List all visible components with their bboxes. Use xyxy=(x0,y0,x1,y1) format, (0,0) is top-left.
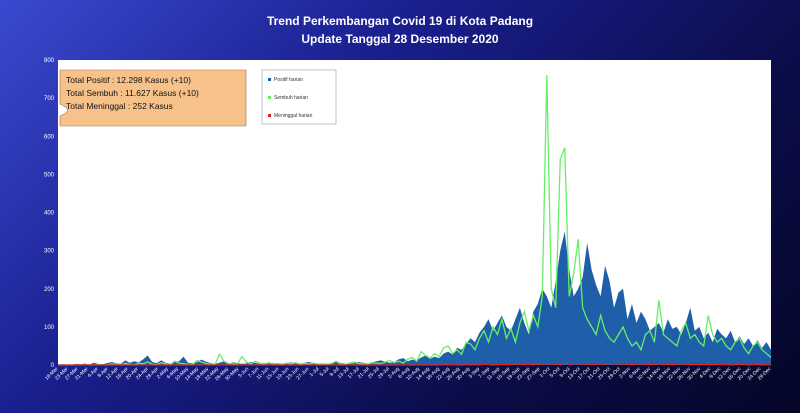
series-sembuh-line xyxy=(58,75,772,366)
summary-total-meninggal: Total Meninggal : 252 Kasus xyxy=(66,101,173,111)
y-tick-label: 300 xyxy=(44,249,55,255)
legend-label-positif: Positif harian xyxy=(274,77,303,83)
series-layer xyxy=(58,75,772,366)
y-tick-label: 600 xyxy=(44,134,55,140)
y-tick-label: 400 xyxy=(44,211,55,217)
legend-swatch-positif xyxy=(268,78,271,81)
legend-swatch-sembuh xyxy=(268,96,271,99)
chart-subtitle: Update Tanggal 28 Desember 2020 xyxy=(301,32,499,46)
chart-title: Trend Perkembangan Covid 19 di Kota Pada… xyxy=(266,14,534,28)
series-positif-area xyxy=(58,231,771,365)
y-tick-label: 0 xyxy=(51,363,55,369)
y-tick-label: 800 xyxy=(44,58,55,64)
y-tick-label: 100 xyxy=(44,325,55,331)
x-axis: 18-Mar23-Mar27-Mar31-Mar4-Apr8-Apr12-Apr… xyxy=(44,366,773,382)
y-tick-label: 700 xyxy=(44,96,55,102)
x-tick-label: 1-Jul xyxy=(309,366,321,378)
summary-total-positif: Total Positif : 12.298 Kasus (+10) xyxy=(66,75,191,85)
x-tick-label: 9-Jul xyxy=(329,366,341,378)
summary-total-sembuh: Total Sembuh : 11.627 Kasus (+10) xyxy=(66,88,199,98)
legend: Positif harian Sembuh harian Meninggal h… xyxy=(261,69,337,125)
summary-box-shape xyxy=(59,69,247,127)
y-tick-label: 500 xyxy=(44,172,55,178)
legend-swatch-meninggal xyxy=(268,114,271,117)
x-tick-label: 5-Jul xyxy=(319,366,331,378)
y-tick-label: 200 xyxy=(44,287,55,293)
legend-box xyxy=(261,69,337,125)
summary-box: Total Positif : 12.298 Kasus (+10) Total… xyxy=(59,69,247,127)
legend-label-meninggal: Meninggal harian xyxy=(274,113,313,119)
y-axis: 0 100 200 300 400 500 600 700 800 xyxy=(44,58,55,369)
series-meninggal-line xyxy=(58,362,772,366)
legend-label-sembuh: Sembuh harian xyxy=(274,95,308,101)
chart-titles: Trend Perkembangan Covid 19 di Kota Pada… xyxy=(0,12,800,48)
